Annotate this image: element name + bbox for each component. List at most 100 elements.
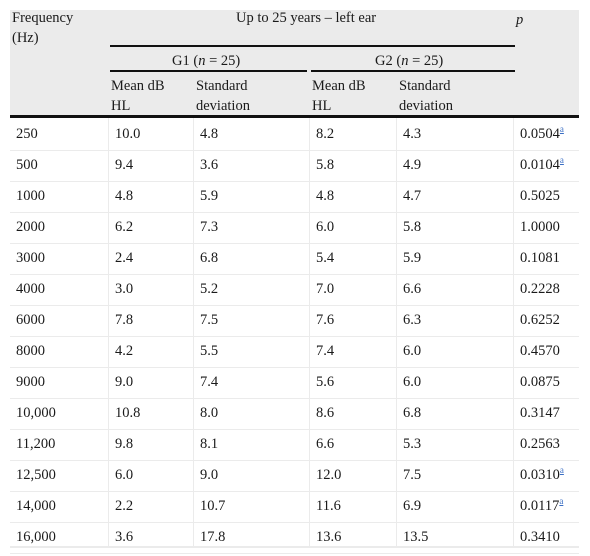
g2-mean-cell: 4.8 <box>316 188 335 204</box>
g2-mean-cell: 7.6 <box>316 312 335 328</box>
table-body <box>10 118 579 548</box>
table-row: 1000 4.8 5.9 4.8 4.7 0.5025 <box>10 181 579 213</box>
header-g1: G1 (n = 25) <box>172 53 241 69</box>
g1-sd-cell: 9.0 <box>200 467 219 483</box>
g2-mean-cell: 11.6 <box>316 498 341 514</box>
p-value-cell: 0.4570 <box>520 343 560 359</box>
g2-mean-cell: 6.0 <box>316 219 335 235</box>
frequency-cell: 250 <box>16 126 38 142</box>
g2-mean-cell: 6.6 <box>316 436 335 452</box>
table-row: 3000 2.4 6.8 5.4 5.9 0.1081 <box>10 243 579 275</box>
frequency-cell: 16,000 <box>16 529 56 545</box>
table-row: 9000 9.0 7.4 5.6 6.0 0.0875 <box>10 367 579 399</box>
g2-sd-cell: 4.7 <box>403 188 422 204</box>
p-value-cell: 0.0310a <box>520 465 564 484</box>
g1-mean-cell: 3.0 <box>115 281 134 297</box>
frequency-cell: 500 <box>16 157 38 173</box>
g2-mean-cell: 7.0 <box>316 281 335 297</box>
footnote-link[interactable]: a <box>559 465 564 475</box>
column-divider <box>108 118 109 546</box>
column-divider <box>513 118 514 546</box>
header-bottom-rule <box>10 115 579 118</box>
frequency-cell: 3000 <box>16 250 45 266</box>
g2-mean-cell: 7.4 <box>316 343 335 359</box>
g1-sd-cell: 5.9 <box>200 188 219 204</box>
header-g2: G2 (n = 25) <box>375 53 444 69</box>
g2-mean-cell: 8.2 <box>316 126 335 142</box>
header-group-title: Up to 25 years – left ear <box>236 10 377 26</box>
g2-sd-cell: 4.9 <box>403 157 422 173</box>
g1-mean-cell: 9.4 <box>115 157 134 173</box>
g2-mean-cell: 5.4 <box>316 250 335 266</box>
table-row: 2000 6.2 7.3 6.0 5.8 1.0000 <box>10 212 579 244</box>
header-g2-sd-2: deviation <box>399 98 453 114</box>
g2-sd-cell: 5.3 <box>403 436 422 452</box>
g1-sd-cell: 8.0 <box>200 405 219 421</box>
header-frequency: Frequency <box>12 10 74 26</box>
frequency-cell: 12,500 <box>16 467 56 483</box>
table-row: 4000 3.0 5.2 7.0 6.6 0.2228 <box>10 274 579 306</box>
g1-sd-cell: 7.4 <box>200 374 219 390</box>
g1-sd-cell: 7.5 <box>200 312 219 328</box>
p-value-cell: 0.1081 <box>520 250 560 266</box>
footnote-link[interactable]: a <box>559 496 564 506</box>
frequency-cell: 10,000 <box>16 405 56 421</box>
g1-mean-cell: 2.4 <box>115 250 134 266</box>
g2-sd-cell: 5.9 <box>403 250 422 266</box>
frequency-cell: 4000 <box>16 281 45 297</box>
header-g2-sd: Standard <box>399 78 451 94</box>
frequency-cell: 6000 <box>16 312 45 328</box>
g1-sd-cell: 10.7 <box>200 498 226 514</box>
g2-sd-cell: 6.8 <box>403 405 422 421</box>
column-divider <box>396 118 397 546</box>
p-value-cell: 0.0117a <box>520 496 564 515</box>
table-row: 6000 7.8 7.5 7.6 6.3 0.6252 <box>10 305 579 337</box>
footnote-link[interactable]: a <box>559 155 564 165</box>
g1-sd-cell: 3.6 <box>200 157 219 173</box>
g1-sd-cell: 5.5 <box>200 343 219 359</box>
header-rule-g2 <box>311 70 515 72</box>
g1-mean-cell: 6.2 <box>115 219 134 235</box>
p-value-cell: 0.0504a <box>520 124 564 143</box>
p-value-cell: 0.6252 <box>520 312 560 328</box>
g2-sd-cell: 6.0 <box>403 343 422 359</box>
p-value-cell: 0.0875 <box>520 374 560 390</box>
g1-sd-cell: 4.8 <box>200 126 219 142</box>
g2-sd-cell: 4.3 <box>403 126 422 142</box>
frequency-cell: 8000 <box>16 343 45 359</box>
header-p: p <box>516 12 524 28</box>
footnote-link[interactable]: a <box>559 124 564 134</box>
frequency-cell: 2000 <box>16 219 45 235</box>
g1-sd-cell: 5.2 <box>200 281 219 297</box>
table-row: 10,000 10.8 8.0 8.6 6.8 0.3147 <box>10 398 579 430</box>
g2-sd-cell: 13.5 <box>403 529 429 545</box>
table-header <box>10 10 579 116</box>
g1-mean-cell: 2.2 <box>115 498 134 514</box>
g1-sd-cell: 8.1 <box>200 436 219 452</box>
g1-mean-cell: 9.0 <box>115 374 134 390</box>
p-value-cell: 0.2563 <box>520 436 560 452</box>
p-value-cell: 1.0000 <box>520 219 560 235</box>
g1-mean-cell: 7.8 <box>115 312 134 328</box>
frequency-cell: 9000 <box>16 374 45 390</box>
g1-mean-cell: 10.0 <box>115 126 141 142</box>
p-value-cell: 0.0104a <box>520 155 564 174</box>
g2-sd-cell: 6.3 <box>403 312 422 328</box>
header-g1-sd-2: deviation <box>196 98 250 114</box>
header-g2-mean: Mean dB <box>312 78 366 94</box>
header-rule <box>110 45 515 47</box>
p-value-cell: 0.3147 <box>520 405 560 421</box>
g1-mean-cell: 6.0 <box>115 467 134 483</box>
g1-mean-cell: 9.8 <box>115 436 134 452</box>
g2-mean-cell: 12.0 <box>316 467 342 483</box>
frequency-cell: 11,200 <box>16 436 56 452</box>
header-g2-mean-unit: HL <box>312 98 332 114</box>
frequency-cell: 1000 <box>16 188 45 204</box>
table-row: 16,000 3.6 17.8 13.6 13.5 0.3410 <box>10 522 579 554</box>
g2-sd-cell: 7.5 <box>403 467 422 483</box>
p-value-cell: 0.2228 <box>520 281 560 297</box>
table-row: 12,500 6.0 9.0 12.0 7.5 0.0310a <box>10 460 579 492</box>
g1-mean-cell: 4.8 <box>115 188 134 204</box>
column-divider <box>309 118 310 546</box>
